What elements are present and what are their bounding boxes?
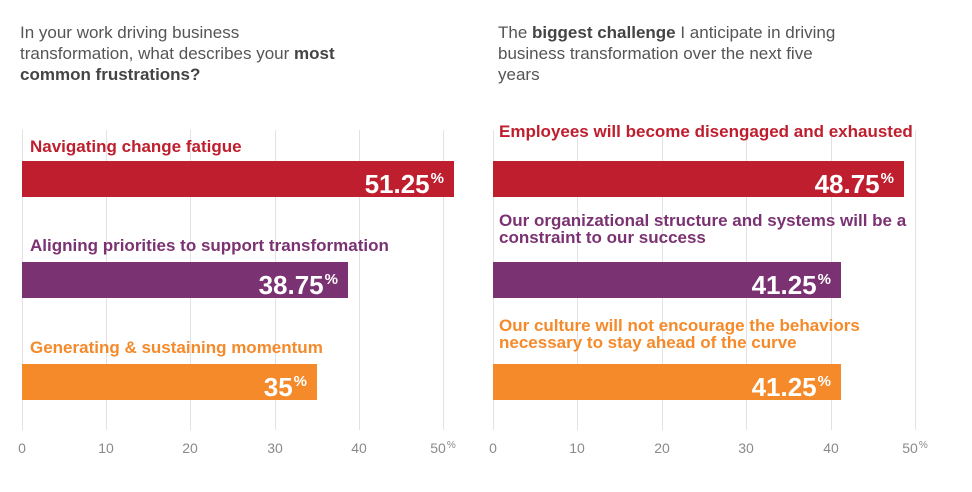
right-plot-area: 0 10 20 30 40 50% Employees will become diseng…	[486, 0, 972, 492]
left-title-bold: most common frustrations?	[20, 44, 335, 84]
bar-value-unit: %	[430, 170, 444, 187]
bar-value-label: 51.25%	[365, 163, 444, 200]
x-tick-label: 40	[823, 440, 839, 456]
x-tick-value: 20	[654, 440, 670, 456]
x-tick-label: 50%	[902, 440, 927, 456]
x-tick-value: 10	[569, 440, 585, 456]
bar-value-label: 41.25%	[752, 264, 831, 301]
x-tick-value: 50	[902, 440, 918, 456]
x-tick-label: 50%	[430, 440, 455, 456]
bar-value-label: 35%	[264, 366, 307, 403]
left-title-text: In your work driving business transforma…	[20, 23, 295, 63]
bar-category-label: Our culture will not encourage the behav…	[499, 316, 860, 352]
x-tick-label: 0	[489, 440, 497, 456]
bar-value-label: 38.75%	[259, 264, 338, 301]
left-plot-area: 0 10 20 30 40 50% Navigating change fatigue 51.…	[18, 130, 456, 456]
x-tick-label: 30	[738, 440, 754, 456]
right-title-text-2: I anticipate in driving business transfo…	[498, 23, 836, 84]
bar: 41.25%	[493, 364, 841, 403]
x-tick-value: 40	[823, 440, 839, 456]
bar-value-number: 51.25	[364, 169, 430, 199]
bar-value-number: 35	[263, 372, 293, 402]
right-title-bold: biggest challenge	[532, 23, 676, 42]
bar: 41.25%	[493, 262, 841, 301]
x-tick-label: 40	[351, 440, 367, 456]
bar: 48.75%	[493, 161, 904, 200]
x-tick-value: 50	[430, 440, 446, 456]
gridline	[359, 130, 360, 430]
left-chart-title: In your work driving business transforma…	[20, 22, 350, 85]
bar-value-label: 48.75%	[815, 163, 894, 200]
right-chart: The biggest challenge I anticipate in dr…	[486, 0, 972, 492]
bar-value-unit: %	[293, 373, 307, 390]
bar: 38.75%	[22, 262, 348, 301]
x-tick-value: 30	[267, 440, 283, 456]
gridline	[443, 130, 444, 430]
x-tick-label: 10	[569, 440, 585, 456]
x-tick-label: 30	[267, 440, 283, 456]
x-tick-value: 0	[18, 440, 26, 456]
x-tick-unit: %	[446, 440, 456, 451]
x-tick-unit: %	[918, 440, 928, 451]
x-tick-value: 30	[738, 440, 754, 456]
x-tick-value: 20	[182, 440, 198, 456]
bar-value-number: 38.75	[258, 270, 324, 300]
bar: 35%	[22, 364, 317, 403]
bar-value-label: 41.25%	[752, 366, 831, 403]
right-title-text-1: The	[498, 23, 533, 42]
x-tick-label: 20	[182, 440, 198, 456]
x-tick-label: 20	[654, 440, 670, 456]
bar-value-unit: %	[817, 373, 831, 390]
x-tick-value: 10	[98, 440, 114, 456]
gridline	[915, 130, 916, 430]
bar-category-label: Our organizational structure and systems…	[499, 211, 907, 247]
bar-value-unit: %	[880, 170, 894, 187]
bar-value-number: 41.25	[751, 270, 817, 300]
bar-value-unit: %	[324, 271, 338, 288]
right-chart-title: The biggest challenge I anticipate in dr…	[498, 22, 838, 85]
x-tick-label: 10	[98, 440, 114, 456]
bar: 51.25%	[22, 161, 454, 200]
bar-value-number: 48.75	[814, 169, 880, 199]
bar-value-unit: %	[817, 271, 831, 288]
left-chart: In your work driving business transforma…	[18, 22, 456, 456]
x-tick-value: 0	[489, 440, 497, 456]
x-tick-label: 0	[18, 440, 26, 456]
x-tick-value: 40	[351, 440, 367, 456]
bar-category-label: Navigating change fatigue	[30, 137, 242, 156]
bar-category-label: Aligning priorities to support transform…	[30, 236, 389, 255]
bar-category-label: Generating & sustaining momentum	[30, 338, 323, 357]
bar-value-number: 41.25	[751, 372, 817, 402]
bar-category-label: Employees will become disengaged and exh…	[499, 122, 913, 141]
